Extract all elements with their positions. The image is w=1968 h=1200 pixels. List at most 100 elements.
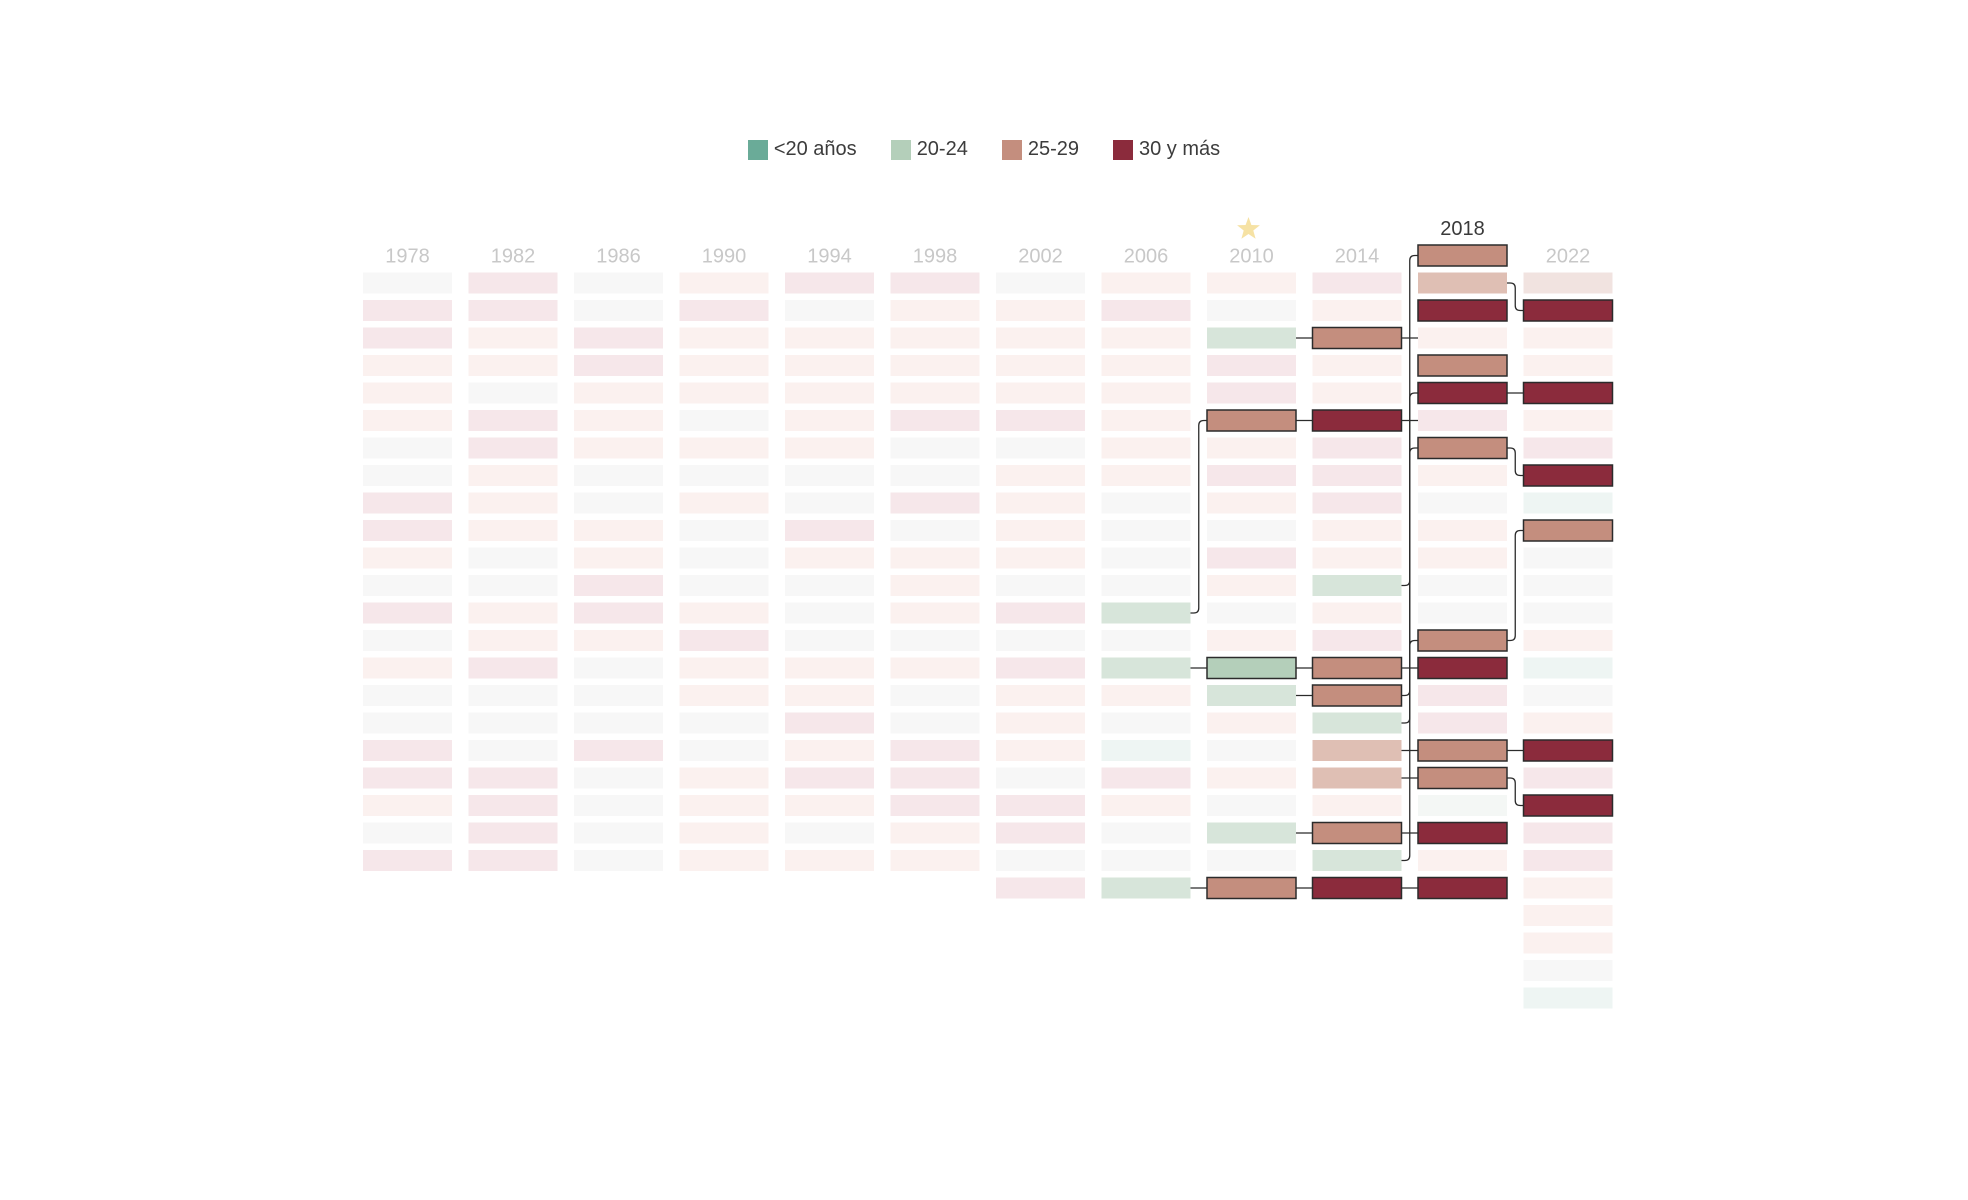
faint-cell — [1523, 327, 1613, 349]
faint-cell — [890, 630, 980, 651]
faint-cell — [1101, 795, 1191, 816]
faint-cell — [574, 272, 663, 294]
highlighted-cell — [1417, 354, 1508, 377]
faint-cell — [785, 795, 874, 816]
faint-cell — [890, 575, 980, 596]
year-label: 1990 — [702, 246, 747, 268]
connector-line — [1507, 529, 1524, 642]
faint-cell — [890, 822, 980, 844]
faint-cell — [1418, 685, 1507, 706]
faint-cell — [1101, 465, 1191, 486]
faint-cell — [1523, 657, 1613, 679]
faint-cell — [1523, 932, 1613, 954]
highlighted-cell — [1312, 740, 1402, 761]
faint-cell — [996, 740, 1085, 761]
faint-cell — [574, 465, 663, 486]
faint-cell — [1101, 547, 1191, 569]
faint-cell — [363, 465, 452, 486]
highlighted-cell — [1207, 327, 1296, 349]
faint-cell — [890, 850, 980, 871]
highlighted-cell — [1417, 821, 1508, 845]
faint-cell — [1312, 437, 1402, 459]
faint-cell — [468, 575, 558, 596]
year-label: 1978 — [385, 246, 430, 268]
faint-cell — [679, 712, 769, 734]
highlighted-cell — [1311, 326, 1403, 350]
faint-cell — [1101, 327, 1191, 349]
faint-cell — [679, 465, 769, 486]
highlighted-cell — [1206, 656, 1297, 680]
faint-cell — [1523, 850, 1613, 871]
legend-item: 30 y más — [1113, 138, 1220, 161]
faint-cell — [679, 327, 769, 349]
faint-cell — [785, 547, 874, 569]
faint-cell — [1418, 410, 1507, 431]
faint-cell — [1101, 355, 1191, 376]
faint-cell — [785, 767, 874, 789]
highlighted-cell — [1417, 766, 1508, 790]
faint-cell — [574, 382, 663, 404]
faint-cell — [468, 465, 558, 486]
connector-line — [1507, 447, 1524, 477]
faint-cell — [1418, 547, 1507, 569]
faint-cell — [363, 740, 452, 761]
faint-cell — [1207, 630, 1296, 651]
faint-cell — [363, 850, 452, 871]
highlighted-cell — [1417, 739, 1508, 762]
faint-cell — [1101, 272, 1191, 294]
faint-cell — [1418, 850, 1507, 871]
faint-cell — [574, 492, 663, 514]
highlighted-cells — [1101, 244, 1614, 900]
faint-cell — [1101, 382, 1191, 404]
faint-cell — [890, 520, 980, 541]
faint-cell — [1523, 822, 1613, 844]
faint-cell — [1101, 575, 1191, 596]
faint-cell — [1523, 492, 1613, 514]
faint-cell — [996, 520, 1085, 541]
faint-cell — [1207, 272, 1296, 294]
highlighted-cell — [1207, 685, 1296, 706]
connectors — [1190, 254, 1524, 889]
faint-cell — [785, 437, 874, 459]
year-label: 2018 — [1440, 218, 1485, 240]
faint-cell — [574, 355, 663, 376]
faint-cell — [574, 410, 663, 431]
faint-cell — [890, 740, 980, 761]
highlighted-cell — [1417, 381, 1508, 405]
faint-cell — [1312, 492, 1402, 514]
faint-cell — [1418, 520, 1507, 541]
highlighted-cell — [1312, 712, 1402, 734]
legend-swatch — [1113, 139, 1133, 160]
faint-cell — [1418, 575, 1507, 596]
faint-cell — [1418, 327, 1507, 349]
faint-cell — [890, 382, 980, 404]
faint-cell — [1523, 987, 1613, 1009]
highlighted-cell — [1206, 876, 1297, 900]
highlighted-cell — [1312, 767, 1402, 789]
highlighted-cell — [1522, 519, 1614, 542]
faint-cell — [1207, 575, 1296, 596]
faint-cell — [1207, 767, 1296, 789]
faint-cell — [468, 327, 558, 349]
faint-cell — [468, 272, 558, 294]
faint-cell — [1523, 410, 1613, 431]
faint-cell — [785, 712, 874, 734]
faint-cell — [679, 300, 769, 321]
faint-cell — [996, 822, 1085, 844]
faint-cell — [1101, 822, 1191, 844]
faint-cell — [574, 602, 663, 624]
faint-cell — [679, 272, 769, 294]
faint-cell — [996, 877, 1085, 899]
faint-cell — [1523, 877, 1613, 899]
faint-cell — [679, 767, 769, 789]
faint-cell — [363, 767, 452, 789]
faint-cell — [890, 272, 980, 294]
year-label: 1982 — [491, 246, 536, 268]
faint-cell — [1523, 905, 1613, 926]
faint-cell — [1523, 547, 1613, 569]
faint-cell — [785, 575, 874, 596]
faint-cell — [363, 355, 452, 376]
faint-cell — [468, 630, 558, 651]
faint-cell — [996, 547, 1085, 569]
faint-cell — [363, 410, 452, 431]
